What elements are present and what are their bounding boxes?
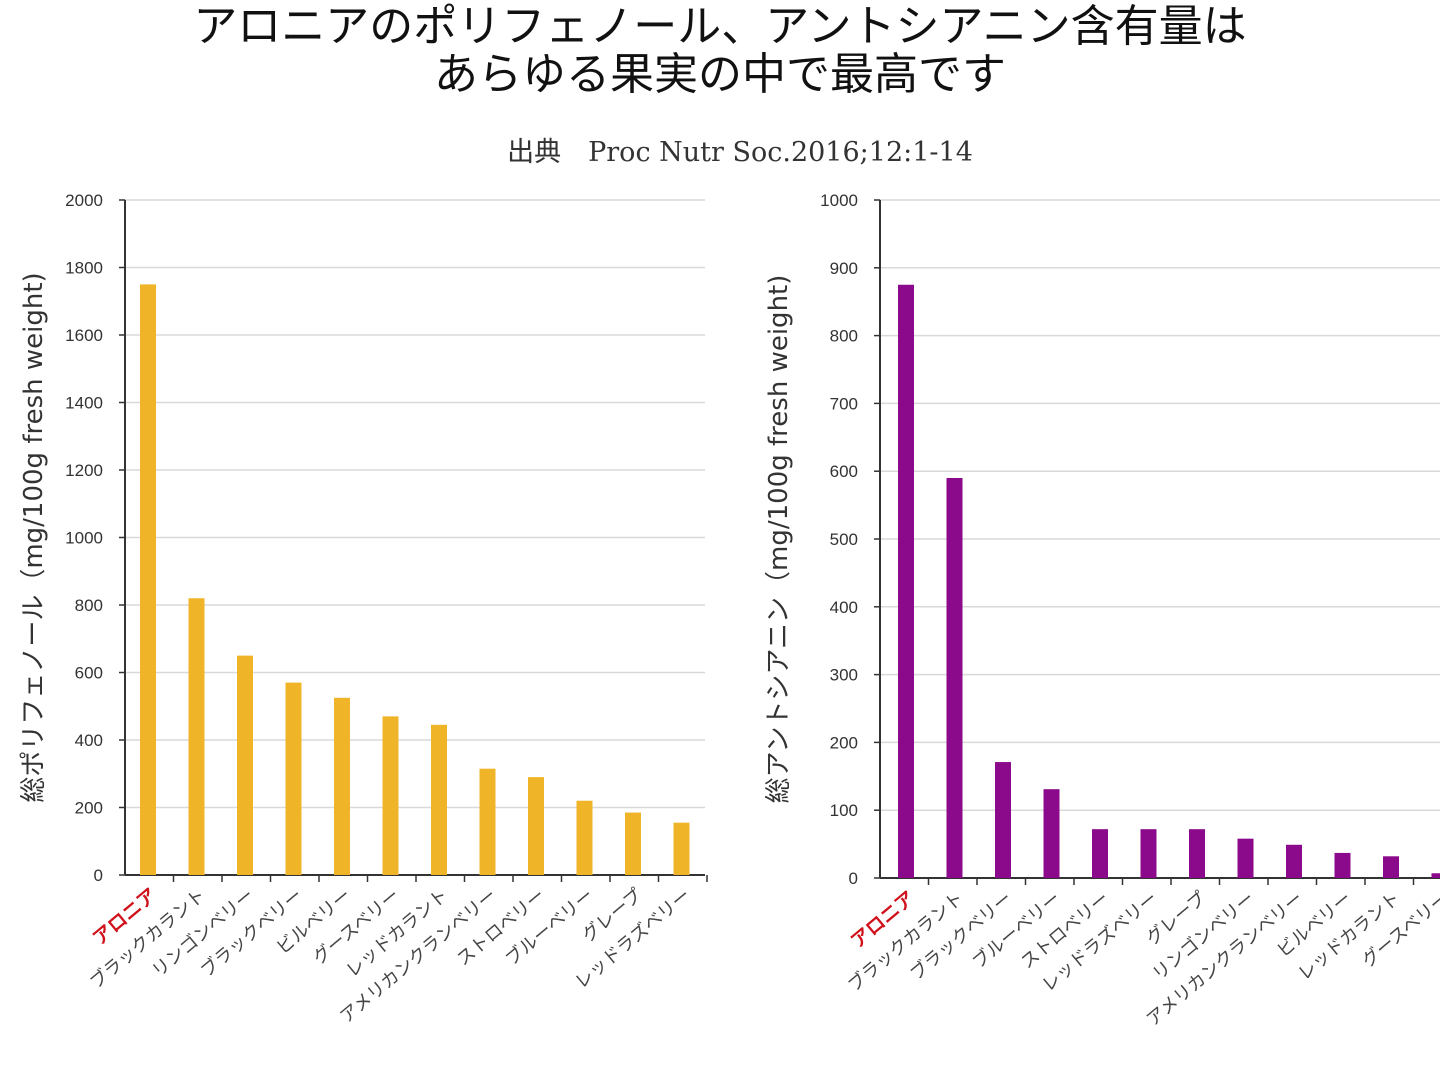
y-axis-label: 総アントシアニン（mg/100g fresh weight) xyxy=(764,275,794,804)
bar xyxy=(1431,873,1440,878)
y-tick-label: 1000 xyxy=(820,191,858,210)
y-tick-label: 400 xyxy=(830,598,858,617)
bar xyxy=(140,284,156,875)
bar xyxy=(1092,829,1108,878)
bar xyxy=(285,682,302,875)
chart-title-line2: あらゆる果実の中で最高です xyxy=(434,49,1006,100)
bar xyxy=(898,284,914,878)
bar xyxy=(431,724,447,875)
bar xyxy=(576,800,593,875)
chart-2: 0 100 200 300 400 500 600 700 800 900 1000 総アントシアニン… xyxy=(764,191,1440,1031)
y-tick-label: 700 xyxy=(830,394,858,413)
bar xyxy=(528,777,544,875)
bar xyxy=(1237,838,1254,878)
y-tick-label: 2000 xyxy=(65,191,103,210)
y-axis-label: 総ポリフェノール（mg/100g fresh weight) xyxy=(19,272,49,802)
bar xyxy=(946,477,963,878)
y-tick-label: 100 xyxy=(830,801,858,820)
source-citation: 出典 Proc Nutr Soc.2016;12:1-14 xyxy=(507,137,973,168)
y-tick-label: 1800 xyxy=(65,259,103,278)
bar xyxy=(382,716,399,875)
y-tick-label: 1200 xyxy=(65,461,103,480)
y-tick-label: 600 xyxy=(75,664,103,683)
y-tick-label: 600 xyxy=(830,462,858,481)
bar xyxy=(673,822,690,875)
bar xyxy=(334,697,350,875)
y-tick-label: 1400 xyxy=(65,394,103,413)
chart-title-line1: アロニアのポリフェノール、アントシアニン含有量は xyxy=(193,1,1247,52)
bar xyxy=(1189,829,1205,878)
chart-1: 0 200 400 600 800 1000 1200 1400 1600 1800 2000 総ポリ… xyxy=(19,191,708,1028)
y-tick-label: 200 xyxy=(830,733,858,752)
y-tick-label: 0 xyxy=(849,869,858,888)
y-tick-label: 300 xyxy=(830,666,858,685)
y-tick-label: 500 xyxy=(830,530,858,549)
y-tick-label: 0 xyxy=(94,866,103,885)
y-tick-label: 400 xyxy=(75,731,103,750)
bar xyxy=(237,655,253,875)
y-tick-label: 800 xyxy=(75,596,103,615)
y-tick-label: 800 xyxy=(830,327,858,346)
bar xyxy=(188,598,205,875)
bar xyxy=(1334,852,1351,878)
bar xyxy=(1383,856,1399,878)
bar xyxy=(479,768,496,875)
bar xyxy=(1286,844,1302,878)
y-tick-label: 1600 xyxy=(65,326,103,345)
bar xyxy=(625,812,641,875)
y-tick-label: 900 xyxy=(830,259,858,278)
bar xyxy=(1140,829,1157,878)
y-tick-label: 1000 xyxy=(65,529,103,548)
bar xyxy=(1043,789,1060,878)
bar xyxy=(995,762,1011,878)
y-tick-label: 200 xyxy=(75,799,103,818)
